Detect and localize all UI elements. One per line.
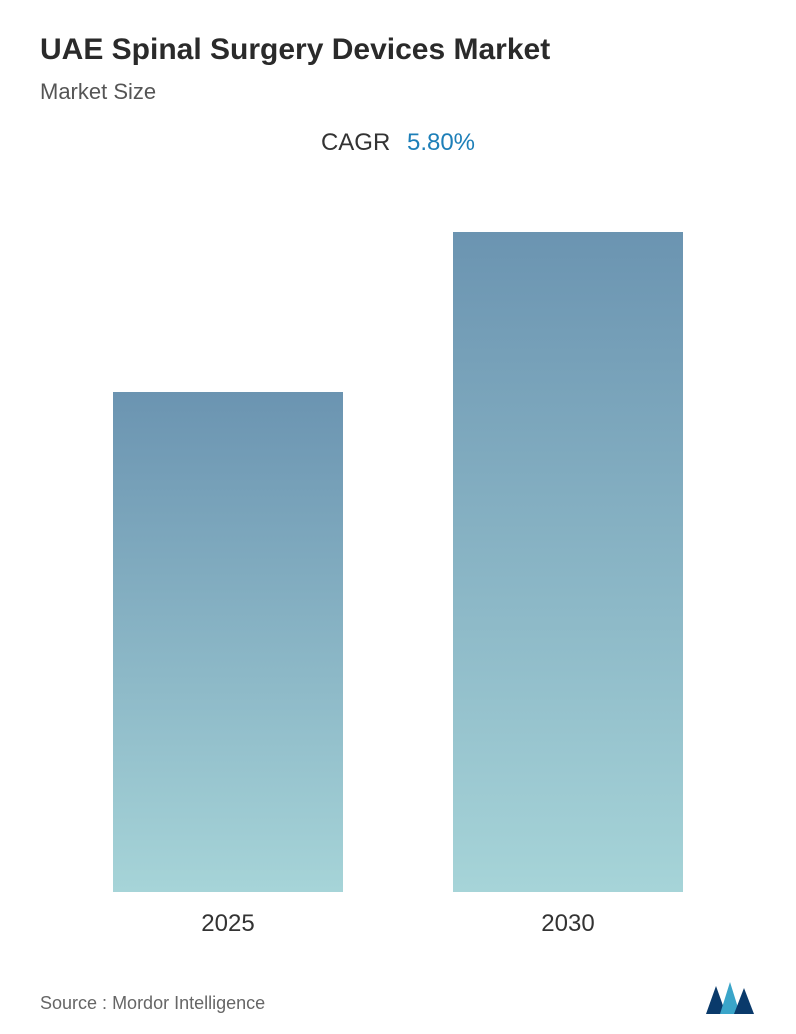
cagr-value: 5.80%	[407, 129, 475, 156]
bar-group-0: 2025	[113, 392, 343, 938]
source-name: Mordor Intelligence	[112, 993, 265, 1013]
footer: Source : Mordor Intelligence	[40, 968, 756, 1014]
bar-2030	[453, 232, 683, 892]
chart-container: UAE Spinal Surgery Devices Market Market…	[0, 0, 796, 1034]
brand-logo-icon	[706, 978, 756, 1014]
xlabel-0: 2025	[201, 910, 254, 938]
chart-area: 2025 2030	[40, 217, 756, 938]
bar-2025	[113, 392, 343, 892]
source-text: Source : Mordor Intelligence	[40, 993, 265, 1014]
chart-subtitle: Market Size	[40, 79, 756, 105]
xlabel-1: 2030	[541, 910, 594, 938]
source-label: Source :	[40, 993, 107, 1013]
chart-title: UAE Spinal Surgery Devices Market	[40, 30, 756, 69]
cagr-row: CAGR 5.80%	[40, 129, 756, 157]
cagr-label: CAGR	[321, 129, 390, 156]
bar-group-1: 2030	[453, 232, 683, 938]
